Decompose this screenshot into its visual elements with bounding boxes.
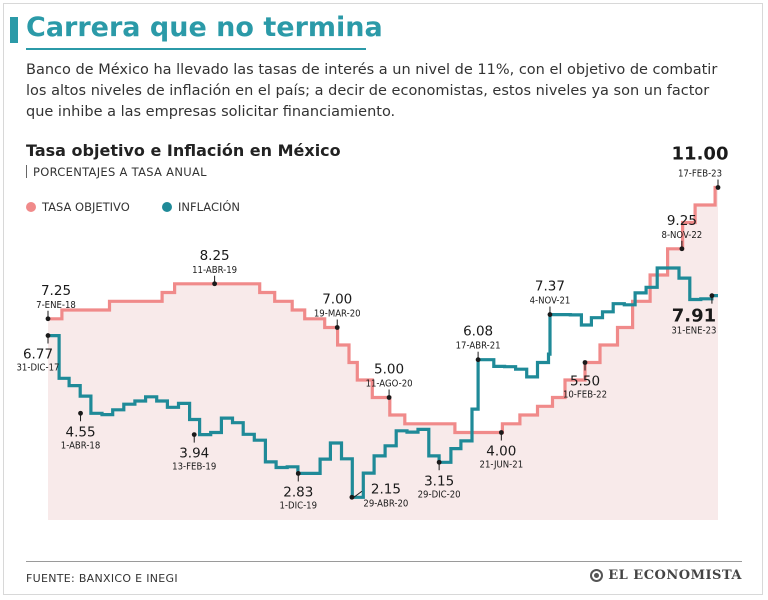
annotation-value-11: 2.83 [283, 484, 313, 500]
tasa-area-fill [48, 187, 718, 520]
point-marker-12 [349, 494, 355, 500]
annotation-date-8: 31-DIC-17 [17, 363, 60, 374]
point-marker-7 [715, 185, 721, 190]
annotation-value-16: 7.91 [672, 306, 716, 327]
annotation-value-7: 11.00 [672, 144, 729, 165]
source-note: FUENTE: BANXICO E INEGI [26, 572, 178, 585]
annotation-value-4: 4.00 [486, 444, 516, 460]
point-marker-9 [78, 410, 83, 416]
annotation-date-11: 1-DIC-19 [279, 500, 317, 511]
unit-divider [26, 165, 27, 178]
point-marker-6 [679, 246, 685, 252]
legend-dot-inflacion-icon [162, 202, 172, 212]
annotation-value-13: 3.15 [424, 473, 454, 489]
annotation-date-4: 21-JUN-21 [480, 460, 524, 471]
point-marker-10 [191, 432, 197, 437]
chart-ylabel: PORCENTAJES A TASA ANUAL [33, 165, 207, 179]
annotation-date-5: 10-FEB-22 [563, 390, 607, 401]
point-marker-2 [334, 325, 340, 330]
point-marker-8 [45, 333, 51, 338]
legend-label-inflacion: INFLACIÓN [178, 200, 241, 214]
legend-item-tasa: TASA OBJETIVO [26, 200, 130, 214]
legend-dot-tasa-icon [26, 202, 36, 212]
point-marker-1 [212, 281, 218, 287]
annotation-date-10: 13-FEB-19 [172, 462, 216, 473]
point-marker-3 [386, 395, 392, 400]
annotation-value-3: 5.00 [374, 362, 404, 378]
title-underline [26, 48, 366, 50]
page-title: Carrera que no termina [26, 12, 383, 43]
legend-item-inflacion: INFLACIÓN [162, 200, 240, 214]
title-accent-bar [10, 17, 18, 43]
annotation-value-6: 9.25 [667, 213, 697, 229]
annotation-date-7: 17-FEB-23 [678, 169, 722, 180]
annotation-value-1: 8.25 [200, 248, 230, 264]
leader-line-12 [353, 490, 363, 498]
annotation-date-6: 8-NOV-22 [662, 230, 703, 241]
annotation-date-15: 4-NOV-21 [530, 296, 571, 307]
brand-name: EL ECONOMISTA [608, 568, 742, 583]
point-marker-16 [709, 293, 715, 299]
point-marker-13 [436, 459, 442, 465]
annotation-value-15: 7.37 [535, 279, 565, 295]
point-marker-14 [475, 357, 481, 363]
page-frame [3, 3, 763, 595]
point-marker-15 [547, 312, 553, 317]
annotation-date-0: 7-ENE-18 [36, 300, 76, 311]
annotation-date-3: 11-AGO-20 [366, 379, 413, 390]
annotation-value-14: 6.08 [463, 324, 493, 340]
legend-label-tasa: TASA OBJETIVO [42, 200, 130, 214]
annotation-value-2: 7.00 [322, 292, 352, 308]
page-subtitle: Banco de México ha llevado las tasas de … [26, 62, 718, 120]
brand-logo: EL ECONOMISTA [590, 568, 742, 583]
annotation-date-2: 19-MAR-20 [314, 309, 361, 320]
inflacion-line [48, 266, 718, 499]
annotation-date-1: 11-ABR-19 [192, 265, 237, 276]
annotation-value-0: 7.25 [41, 283, 71, 299]
point-marker-0 [45, 316, 51, 322]
annotation-value-5: 5.50 [570, 374, 600, 390]
brand-mark-icon [590, 569, 604, 582]
annotation-date-16: 31-ENE-23 [671, 326, 716, 337]
footer-divider [26, 561, 742, 562]
annotation-date-14: 17-ABR-21 [456, 341, 501, 352]
point-marker-5 [582, 360, 588, 365]
tasa-objetivo-line [48, 185, 718, 435]
annotation-value-10: 3.94 [179, 446, 209, 462]
annotation-date-13: 29-DIC-20 [418, 489, 461, 500]
annotation-date-9: 1-ABR-18 [61, 440, 101, 451]
point-marker-4 [498, 430, 504, 435]
chart-unit-label: PORCENTAJES A TASA ANUAL [26, 165, 207, 179]
point-marker-11 [295, 471, 301, 476]
annotation-value-8: 6.77 [23, 347, 53, 363]
annotation-date-12: 29-ABR-20 [363, 498, 408, 509]
annotation-value-12: 2.15 [371, 481, 401, 497]
chart-title: Tasa objetivo e Inflación en México [26, 141, 341, 160]
annotation-value-9: 4.55 [66, 424, 96, 440]
